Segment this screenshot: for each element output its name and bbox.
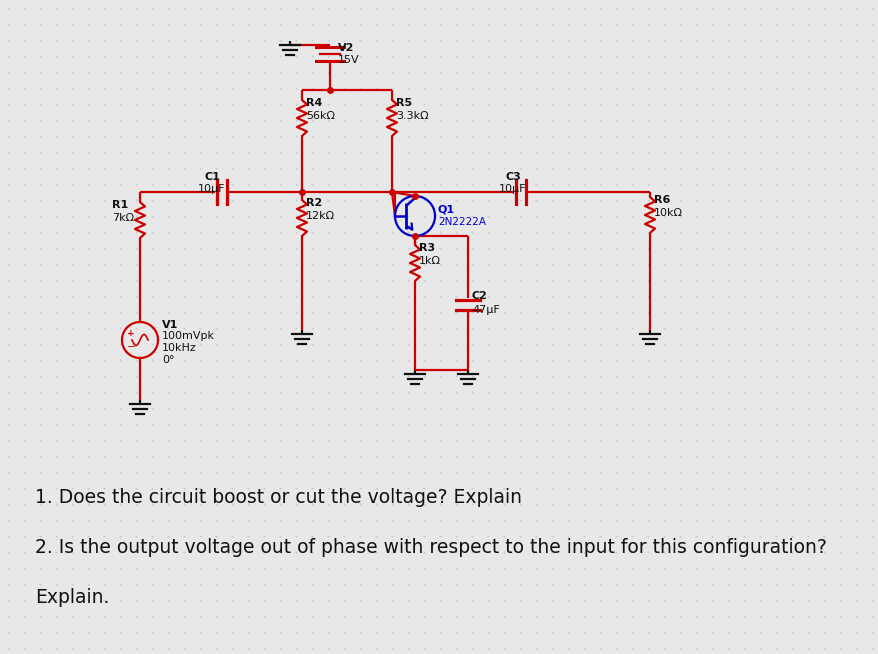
Text: −: − <box>126 342 135 352</box>
Text: 10μF: 10μF <box>198 184 226 194</box>
Text: +: + <box>127 328 134 337</box>
Text: 7kΩ: 7kΩ <box>112 213 134 223</box>
Text: V2: V2 <box>338 43 354 53</box>
Text: R3: R3 <box>419 243 435 253</box>
Text: 100mVpk: 100mVpk <box>162 331 215 341</box>
Text: Q1: Q1 <box>437 204 455 214</box>
Text: R4: R4 <box>306 98 322 108</box>
Text: 10kHz: 10kHz <box>162 343 197 353</box>
Text: 15V: 15V <box>338 55 359 65</box>
Text: 1kΩ: 1kΩ <box>419 256 441 266</box>
Text: 2N2222A: 2N2222A <box>437 217 486 227</box>
Text: 10kΩ: 10kΩ <box>653 208 682 218</box>
Text: C3: C3 <box>505 172 521 182</box>
Text: V1: V1 <box>162 320 178 330</box>
Text: R1: R1 <box>112 200 128 210</box>
Text: 3.3kΩ: 3.3kΩ <box>396 111 428 121</box>
Text: 12kΩ: 12kΩ <box>306 211 335 221</box>
Text: 0°: 0° <box>162 355 175 365</box>
Text: C1: C1 <box>204 172 220 182</box>
Text: R5: R5 <box>396 98 412 108</box>
Text: 56kΩ: 56kΩ <box>306 111 335 121</box>
Text: 47μF: 47μF <box>471 305 500 315</box>
Text: 10μF: 10μF <box>499 184 526 194</box>
Text: Explain.: Explain. <box>35 588 109 607</box>
Text: 2. Is the output voltage out of phase with respect to the input for this configu: 2. Is the output voltage out of phase wi… <box>35 538 826 557</box>
Text: C2: C2 <box>471 291 487 301</box>
Text: R6: R6 <box>653 195 670 205</box>
Text: 1. Does the circuit boost or cut the voltage? Explain: 1. Does the circuit boost or cut the vol… <box>35 488 522 507</box>
Text: R2: R2 <box>306 198 322 208</box>
